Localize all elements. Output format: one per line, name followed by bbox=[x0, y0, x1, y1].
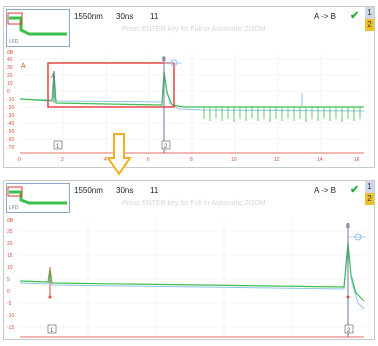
top-x-tick: 4 bbox=[104, 157, 107, 163]
bottom-event-2-box[interactable] bbox=[344, 324, 354, 334]
top-tabs: 1 2 bbox=[365, 7, 374, 31]
bottom-y-tick: 5 bbox=[7, 277, 10, 283]
bottom-direction: A -> B bbox=[314, 186, 337, 195]
top-marker-b-tag: B bbox=[162, 57, 166, 63]
top-x-tick: 16 bbox=[354, 157, 360, 163]
top-x-tick: 0 bbox=[18, 157, 21, 163]
bottom-wavelength: 1550nm bbox=[74, 186, 103, 195]
bottom-pulse: 30ns bbox=[116, 186, 134, 195]
top-x-tick: 12 bbox=[274, 157, 280, 163]
top-y-tick: -10 bbox=[7, 97, 14, 103]
top-y-tick: -60 bbox=[7, 137, 14, 143]
bottom-zoom-hint: Press ENTER key for Full or Automatic ZO… bbox=[122, 200, 266, 207]
top-zoom-box[interactable] bbox=[47, 62, 175, 108]
top-zoom-hint: Press ENTER key for Full or Automatic ZO… bbox=[122, 26, 266, 33]
bottom-acquisition: 11 bbox=[150, 186, 159, 195]
top-check-icon: ✔ bbox=[350, 10, 360, 22]
top-noise-floor bbox=[203, 107, 361, 122]
top-y-tick: -70 bbox=[7, 145, 14, 151]
bottom-marker-a-dot bbox=[48, 295, 52, 299]
bottom-thumbnail[interactable]: LFD bbox=[6, 183, 70, 213]
top-y-tick: 10 bbox=[7, 81, 13, 87]
top-thumbnail[interactable]: LFD bbox=[6, 9, 70, 47]
bottom-y-tick: 10 bbox=[7, 265, 13, 271]
top-x-tick: 8 bbox=[190, 157, 193, 163]
top-header: LFD 1550nm 30ns 11 A -> B ✔ 1 2 bbox=[4, 7, 374, 47]
bottom-y-tick: 15 bbox=[7, 253, 13, 259]
bottom-trace-green bbox=[19, 242, 365, 302]
bottom-header: LFD 1550nm 30ns 11 A -> B ✔ 1 2 bbox=[4, 181, 374, 213]
bottom-y-tick: -15 bbox=[7, 325, 14, 331]
top-trace-plot[interactable]: dB 40 30 20 10 0 -10 -20 -30 -40 -50 -60… bbox=[4, 47, 366, 167]
top-thumbnail-label: LFD bbox=[9, 39, 19, 45]
top-x-tick: 10 bbox=[231, 157, 237, 163]
bottom-y-tick: 25 bbox=[7, 229, 13, 235]
top-y-unit: dB bbox=[7, 50, 14, 56]
top-event-2-box[interactable] bbox=[161, 140, 171, 150]
top-wavelength: 1550nm bbox=[74, 12, 103, 21]
top-y-tick: -30 bbox=[7, 113, 14, 119]
bottom-marker-b-dot bbox=[346, 295, 350, 299]
tab-2[interactable]: 2 bbox=[365, 193, 374, 205]
bottom-y-tick: 20 bbox=[7, 241, 13, 247]
tab-1[interactable]: 1 bbox=[365, 181, 374, 193]
top-x-tick: 14 bbox=[317, 157, 323, 163]
top-y-tick: 30 bbox=[7, 65, 13, 71]
top-marker-a-label: A bbox=[21, 63, 26, 70]
bottom-event-2: 2 bbox=[347, 328, 351, 334]
top-event-1-box[interactable] bbox=[53, 140, 63, 150]
bottom-thumbnail-trace bbox=[7, 186, 67, 205]
bottom-otdr-view: LFD 1550nm 30ns 11 A -> B ✔ 1 2 Press EN… bbox=[3, 180, 375, 340]
bottom-thumbnail-label: LFD bbox=[9, 205, 19, 211]
top-y-tick: -20 bbox=[7, 105, 14, 111]
bottom-marker-b-tag: B bbox=[346, 224, 350, 230]
bottom-y-ticks: 25 20 15 10 5 0 -5 -10 -15 bbox=[7, 229, 14, 331]
top-event-1: 1 bbox=[56, 144, 60, 150]
bottom-y-tick: -10 bbox=[7, 313, 14, 319]
top-y-tick: 0 bbox=[7, 89, 10, 95]
top-y-tick: -50 bbox=[7, 129, 14, 135]
top-thumbnail-trace bbox=[7, 12, 67, 36]
top-y-tick: 20 bbox=[7, 73, 13, 79]
bottom-event-1-box[interactable] bbox=[47, 324, 57, 334]
top-otdr-view: LFD 1550nm 30ns 11 A -> B ✔ 1 2 Press EN… bbox=[3, 6, 375, 168]
zoom-down-arrow-icon bbox=[106, 133, 132, 176]
top-trace-green bbox=[19, 70, 364, 108]
bottom-trace-blue bbox=[19, 248, 365, 310]
tab-1[interactable]: 1 bbox=[365, 7, 374, 19]
bottom-grid bbox=[20, 219, 364, 337]
top-x-tick: 2 bbox=[61, 157, 64, 163]
bottom-y-unit: dB bbox=[7, 218, 14, 224]
top-event-2: 2 bbox=[164, 144, 168, 150]
top-y-tick: 40 bbox=[7, 57, 13, 63]
bottom-y-tick: 0 bbox=[7, 289, 10, 295]
tab-2[interactable]: 2 bbox=[365, 19, 374, 31]
bottom-event-1: 1 bbox=[50, 328, 54, 334]
top-acquisition: 11 bbox=[150, 12, 159, 21]
top-marker-a-tag: A bbox=[51, 74, 55, 80]
top-y-tick: -40 bbox=[7, 121, 14, 127]
bottom-tabs: 1 2 bbox=[365, 181, 374, 205]
top-y-ticks: 40 30 20 10 0 -10 -20 -30 -40 -50 -60 -7… bbox=[7, 57, 14, 151]
bottom-trace-plot[interactable]: dB 25 20 15 10 5 0 -5 -10 -15 B bbox=[4, 213, 366, 339]
top-pulse: 30ns bbox=[116, 12, 134, 21]
top-x-tick: 6 bbox=[147, 157, 150, 163]
top-direction: A -> B bbox=[314, 12, 337, 21]
bottom-check-icon: ✔ bbox=[350, 184, 360, 196]
bottom-y-tick: -5 bbox=[7, 301, 12, 307]
